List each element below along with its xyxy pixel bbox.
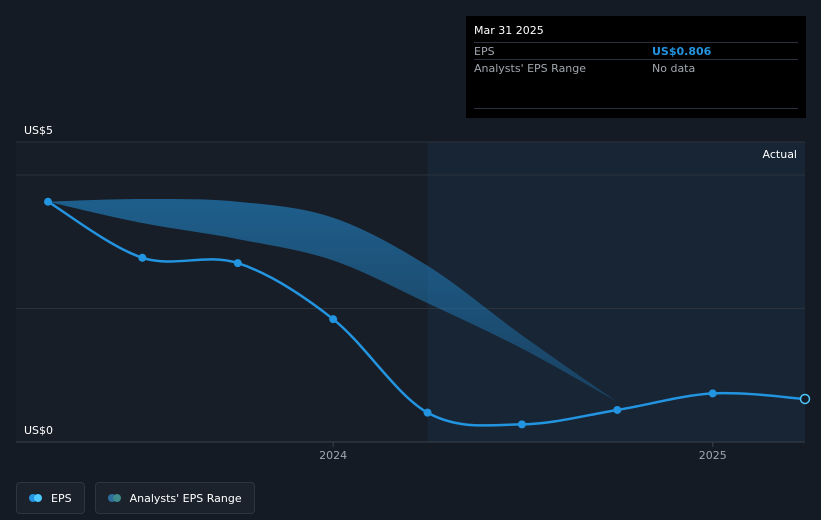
tooltip-divider bbox=[474, 108, 798, 109]
y-tick-label-bottom: US$0 bbox=[24, 424, 53, 437]
chart-legend: EPS Analysts' EPS Range bbox=[16, 482, 255, 514]
actual-region bbox=[427, 142, 805, 442]
eps-point-4 bbox=[423, 408, 432, 417]
range-dots-icon bbox=[107, 494, 124, 502]
history-region bbox=[16, 142, 428, 442]
tooltip-row-range: Analysts' EPS Range No data bbox=[474, 59, 798, 76]
eps-point-8 bbox=[799, 393, 811, 405]
analysts-range-band bbox=[48, 199, 618, 402]
tooltip-date: Mar 31 2025 bbox=[474, 24, 544, 37]
eps-point-6 bbox=[613, 405, 622, 414]
eps-chart: Actual US$5 US$0 2024 2025 bbox=[16, 124, 811, 462]
tooltip-eps-value: US$0.806 bbox=[652, 44, 712, 58]
eps-dot-primary bbox=[29, 494, 37, 502]
eps-dots-icon bbox=[29, 494, 45, 502]
range-dot-secondary bbox=[112, 494, 121, 502]
x-tick-label-0: 2024 bbox=[319, 449, 347, 462]
eps-line bbox=[47, 200, 806, 427]
eps-point-1 bbox=[138, 253, 147, 262]
eps-point-5 bbox=[517, 420, 526, 429]
actual-region-label: Actual bbox=[763, 148, 797, 161]
legend-eps-label: EPS bbox=[51, 491, 72, 505]
range-dot-primary bbox=[107, 494, 116, 502]
tooltip-range-value: No data bbox=[652, 61, 696, 75]
eps-point-3 bbox=[329, 315, 338, 324]
eps-point-0 bbox=[44, 197, 52, 206]
tooltip-panel: Mar 31 2025 EPS US$0.806 Analysts' EPS R… bbox=[466, 16, 806, 118]
tooltip-eps-label: EPS bbox=[474, 44, 495, 58]
legend-eps-button[interactable]: EPS bbox=[16, 482, 85, 514]
legend-range-label: Analysts' EPS Range bbox=[129, 491, 242, 505]
eps-dot-secondary bbox=[34, 494, 42, 502]
eps-point-2 bbox=[233, 259, 242, 268]
eps-point-7 bbox=[708, 389, 717, 398]
y-tick-label-top: US$5 bbox=[24, 124, 53, 137]
legend-range-button[interactable]: Analysts' EPS Range bbox=[94, 482, 255, 514]
x-tick-label-1: 2025 bbox=[699, 449, 727, 462]
tooltip-range-label: Analysts' EPS Range bbox=[474, 61, 587, 75]
tooltip-row-eps: EPS US$0.806 bbox=[474, 42, 798, 59]
